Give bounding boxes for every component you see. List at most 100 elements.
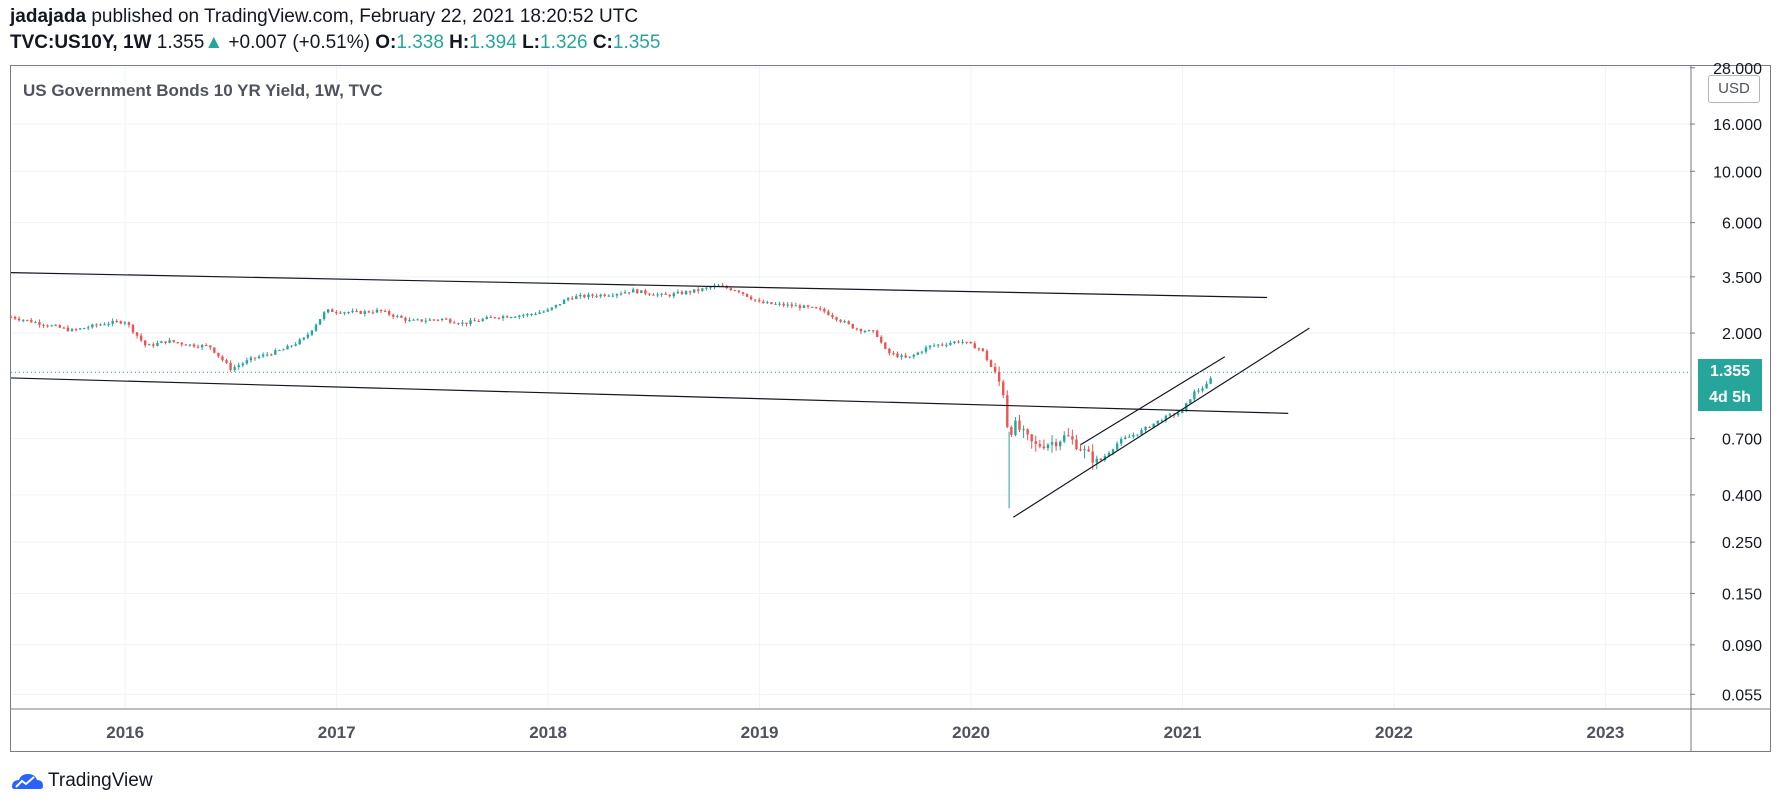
candle-body — [737, 290, 741, 293]
candle-body — [973, 343, 976, 349]
candle-body — [58, 325, 61, 328]
candle-body — [758, 300, 761, 302]
y-axis[interactable]: 28.000 16.000 10.000 6.000 3.500 2.000 0.700 0.… — [1690, 61, 1762, 751]
candle-body — [623, 292, 627, 294]
author-name[interactable]: jadajada — [10, 6, 87, 27]
candle-body — [21, 319, 25, 321]
candle-body — [912, 354, 915, 357]
candle-body — [428, 319, 432, 321]
candle-body — [1071, 436, 1074, 440]
candle-body — [522, 315, 525, 317]
candle-body — [160, 341, 163, 344]
candle-body — [1079, 449, 1082, 451]
candle-body — [1176, 413, 1180, 416]
candle-body — [855, 328, 859, 330]
candle-body — [802, 305, 806, 308]
candle-body — [997, 371, 1001, 382]
candle-body — [1022, 429, 1025, 431]
candle-body — [692, 289, 696, 293]
candle-body — [50, 325, 53, 327]
y-tick-label: 0.400 — [1722, 488, 1762, 505]
candle-body — [322, 312, 326, 320]
candle-body — [172, 340, 175, 343]
candle-body — [1124, 437, 1127, 440]
candle-body — [123, 322, 127, 324]
candle-body — [448, 319, 452, 323]
candle-body — [965, 341, 968, 343]
footer-brand[interactable]: TradingView — [10, 770, 153, 792]
candle-body — [814, 307, 818, 309]
candle-body — [562, 299, 566, 305]
candle-body — [1014, 420, 1017, 435]
candle-body — [420, 319, 423, 322]
candle-body — [351, 310, 354, 313]
candle-body — [180, 342, 183, 345]
candle-body — [274, 350, 277, 355]
x-tick-label: 2021 — [1164, 723, 1202, 742]
candle-body — [115, 320, 118, 322]
publish-info: jadajada published on TradingView.com, F… — [10, 6, 638, 28]
candle-body — [1030, 434, 1033, 442]
candle-body — [1103, 456, 1107, 461]
trendlines[interactable] — [10, 271, 1690, 518]
x-axis[interactable]: 2016 2017 2018 2019 2020 2021 2022 2023 — [11, 708, 1771, 742]
candle-body — [383, 311, 387, 313]
candle-body — [753, 299, 757, 301]
candle-body — [806, 305, 810, 307]
candles — [9, 282, 1212, 509]
candle-body — [261, 354, 265, 357]
candle-body — [143, 340, 147, 346]
candle-body — [810, 306, 814, 308]
y-tick-label: 3.500 — [1722, 270, 1762, 287]
candle-body — [253, 357, 257, 359]
candle-body — [387, 311, 391, 315]
y-tick-label: 16.000 — [1713, 117, 1762, 134]
candle-body — [42, 324, 45, 326]
candle-body — [127, 322, 131, 325]
x-tick-label: 2018 — [529, 723, 567, 742]
candle-body — [213, 347, 216, 353]
candle-body — [444, 318, 448, 320]
candle-body — [436, 319, 440, 321]
candle-body — [1099, 458, 1103, 461]
candle-body — [835, 317, 838, 320]
candle-body — [204, 345, 208, 347]
candle-body — [745, 293, 749, 297]
candle-body — [225, 360, 228, 363]
candle-body — [660, 293, 663, 295]
open-value: 1.338 — [396, 32, 444, 53]
trendline — [1080, 356, 1226, 446]
currency-button[interactable]: USD — [1708, 75, 1760, 103]
candle-body — [892, 353, 895, 355]
chart-frame[interactable] — [10, 65, 1771, 752]
candle-body — [981, 348, 985, 351]
candle-body — [851, 323, 854, 329]
candle-body — [335, 312, 338, 314]
candle-body — [977, 348, 981, 350]
candle-body — [1038, 443, 1042, 447]
candle-body — [1083, 449, 1086, 451]
candle-body — [920, 351, 924, 353]
quote-line: TVC:US10Y, 1W 1.355▲ +0.007 (+0.51%) O:1… — [10, 32, 660, 54]
candle-body — [95, 324, 98, 326]
close-label: C: — [592, 32, 613, 53]
candle-body — [1144, 426, 1147, 430]
y-tick-label: 0.250 — [1722, 535, 1762, 552]
candle-body — [371, 312, 375, 314]
high-value: 1.394 — [469, 32, 517, 53]
candle-body — [505, 316, 509, 318]
candle-body — [701, 288, 704, 291]
chart-title: US Government Bonds 10 YR Yield, 1W, TVC — [23, 81, 383, 100]
candle-body — [794, 305, 798, 307]
candle-body — [762, 301, 765, 304]
candle-body — [17, 318, 21, 321]
candle-body — [509, 317, 513, 319]
candle-body — [489, 317, 493, 319]
last-price-tag: 1.355 — [1698, 359, 1762, 386]
candle-body — [432, 319, 436, 321]
candle-body — [599, 294, 602, 297]
price-change: +0.007 (+0.51%) — [228, 32, 370, 53]
candle-body — [989, 360, 993, 367]
candle-body — [103, 324, 106, 326]
